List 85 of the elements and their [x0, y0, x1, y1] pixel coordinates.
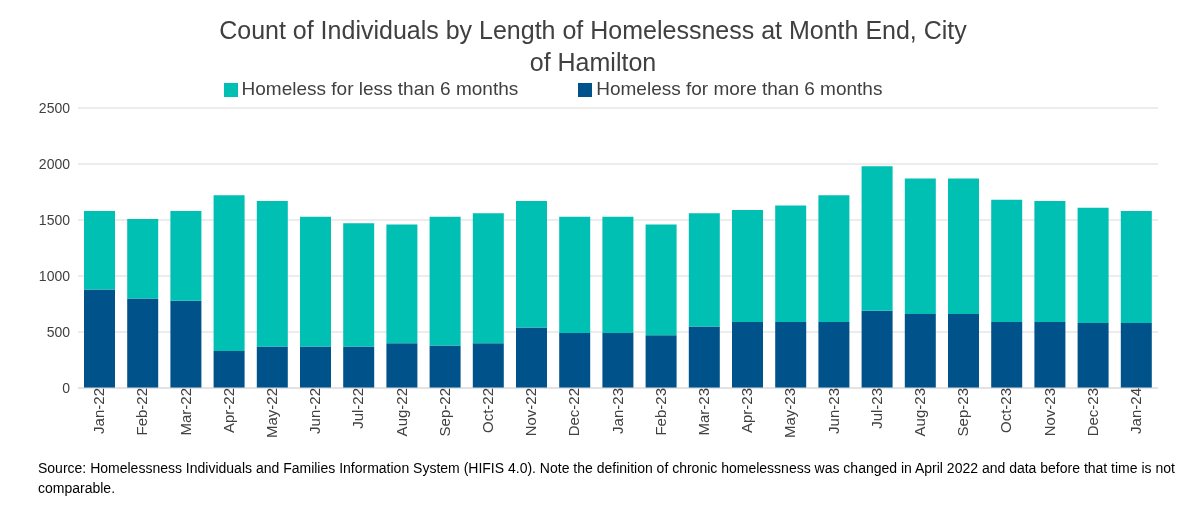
x-tick-label: Jan-23: [608, 388, 626, 434]
bar: [861, 166, 893, 311]
y-tick-label: 1500: [38, 211, 71, 228]
y-tick-label: 2000: [38, 155, 71, 172]
bar: [559, 333, 591, 388]
x-tick-label: Feb-23: [651, 388, 669, 436]
bar: [300, 216, 331, 347]
bar: [645, 224, 677, 336]
x-tick-label: Mar-23: [695, 388, 713, 436]
legend-label: Homeless for more than 6 months: [596, 78, 883, 99]
bar: [1120, 323, 1152, 388]
bar: [429, 216, 461, 346]
bar: [386, 224, 418, 344]
bar: [991, 321, 1023, 388]
bar: [688, 213, 720, 327]
x-tick-label: May-23: [781, 388, 799, 439]
bar: [84, 211, 115, 290]
x-tick-label: Dec-23: [1083, 388, 1101, 437]
bar: [948, 178, 979, 315]
legend-label: Homeless for less than 6 months: [241, 78, 519, 99]
x-tick-label: Jun-22: [306, 388, 324, 434]
y-tick-label: 0: [62, 379, 71, 396]
bar: [1077, 207, 1109, 324]
bar: [948, 314, 979, 388]
x-tick-label: Jul-22: [349, 388, 367, 429]
x-tick-label: Nov-23: [1040, 388, 1058, 437]
x-tick-label: Jan-24: [1127, 388, 1145, 434]
bar: [472, 343, 504, 388]
bar: [386, 343, 418, 388]
x-tick-label: Jul-23: [867, 388, 885, 429]
bar: [516, 200, 547, 328]
bar: [300, 346, 331, 388]
x-tick-label: May-22: [263, 388, 281, 439]
x-tick-label: Oct-22: [479, 388, 497, 434]
x-tick-label: Nov-22: [522, 388, 540, 437]
bar: [904, 178, 936, 315]
bar: [818, 195, 850, 322]
bar: [256, 200, 288, 347]
bar: [775, 205, 807, 322]
y-tick-label: 1000: [38, 267, 71, 284]
bar: [127, 298, 159, 388]
x-tick-label: Aug-23: [911, 388, 929, 437]
bar: [429, 345, 461, 388]
bar: [343, 346, 375, 388]
x-tick-label: Sep-23: [954, 388, 972, 437]
x-tick-label: Apr-23: [738, 388, 756, 434]
bar: [1034, 200, 1066, 322]
x-tick-label: Apr-22: [219, 388, 237, 434]
x-tick-label: Dec-22: [565, 388, 583, 437]
bar: [472, 213, 504, 344]
x-tick-label: Mar-22: [176, 388, 194, 436]
bar: [1034, 321, 1066, 388]
x-tick-label: Jun-23: [824, 388, 842, 434]
bar: [516, 327, 547, 388]
bar: [1077, 323, 1109, 388]
bar: [84, 289, 115, 388]
bar: [904, 314, 936, 388]
bar: [170, 300, 202, 388]
bar: [732, 209, 763, 322]
x-tick-label: Aug-22: [392, 388, 410, 437]
bar: [127, 218, 159, 299]
y-tick-label: 2500: [38, 99, 71, 116]
bar: [602, 216, 634, 334]
bar: [775, 321, 807, 388]
bar: [991, 199, 1023, 322]
source-note: Source: Homelessness Individuals and Families Information System (HIFIS 4.0). Note the definition of chronic homelessness was changed in April 2022 and data before that time is not comparable.: [37, 459, 1176, 498]
bar: [213, 195, 245, 352]
x-tick-label: Sep-22: [435, 388, 453, 437]
bar: [818, 321, 850, 388]
y-tick-label: 500: [46, 323, 71, 340]
bar: [645, 335, 677, 388]
bar: [170, 211, 202, 301]
bar: [1120, 211, 1152, 324]
bar: [213, 351, 245, 388]
bar: [688, 326, 720, 388]
bar: [256, 346, 288, 388]
bar: [732, 321, 763, 388]
x-tick-label: Feb-22: [133, 388, 151, 436]
chart-title: Count of Individuals by Length of Homelessness at Month End, City of Hamilton: [218, 15, 968, 78]
x-tick-label: Oct-23: [997, 388, 1015, 434]
bar: [343, 223, 375, 347]
bar: [861, 310, 893, 388]
x-tick-label: Jan-22: [90, 388, 108, 434]
bar: [559, 216, 591, 334]
bar: [602, 333, 634, 388]
